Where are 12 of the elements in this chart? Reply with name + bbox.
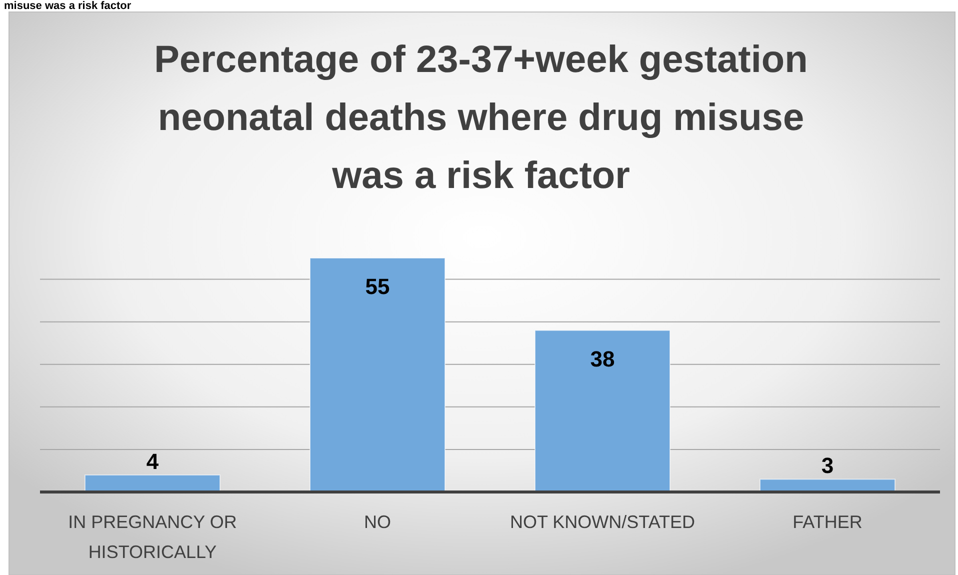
bar — [310, 258, 446, 492]
x-tick-label: IN PREGNANCY OR HISTORICALLY — [68, 512, 237, 562]
x-tick-label: NO — [364, 512, 391, 532]
data-label: 4 — [146, 448, 160, 474]
x-tick-label: FATHER — [792, 512, 862, 532]
bar — [534, 330, 670, 492]
text: misuse was a risk factor — [4, 0, 132, 12]
data-label: 55 — [365, 274, 390, 299]
data-label: 38 — [590, 346, 615, 372]
data-label: 3 — [821, 453, 834, 478]
chart-title: Percentage of 23-37+week gestation neonatal deaths where drug misuse was a risk factor — [154, 39, 808, 197]
x-tick-label: NOT KNOWN/STATED — [510, 512, 696, 532]
